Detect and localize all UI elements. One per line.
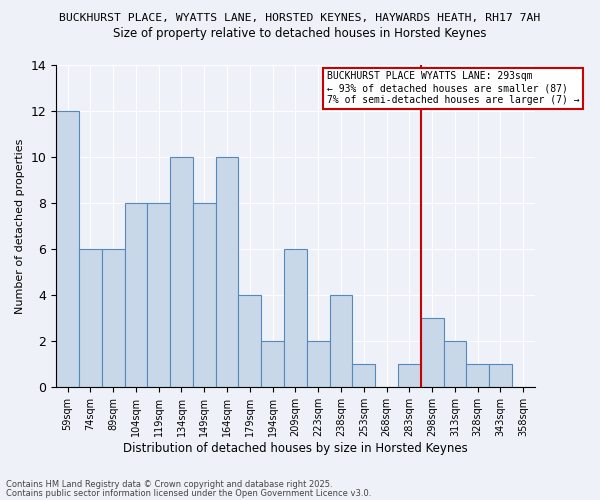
- Text: BUCKHURST PLACE WYATTS LANE: 293sqm
← 93% of detached houses are smaller (87)
7%: BUCKHURST PLACE WYATTS LANE: 293sqm ← 93…: [326, 72, 579, 104]
- Text: Size of property relative to detached houses in Horsted Keynes: Size of property relative to detached ho…: [113, 28, 487, 40]
- Bar: [284, 249, 307, 388]
- Bar: [443, 342, 466, 388]
- Bar: [489, 364, 512, 388]
- Text: Contains HM Land Registry data © Crown copyright and database right 2025.: Contains HM Land Registry data © Crown c…: [6, 480, 332, 489]
- Bar: [352, 364, 375, 388]
- Bar: [56, 111, 79, 388]
- Bar: [170, 157, 193, 388]
- Bar: [398, 364, 421, 388]
- Bar: [125, 203, 147, 388]
- Bar: [102, 249, 125, 388]
- Text: BUCKHURST PLACE, WYATTS LANE, HORSTED KEYNES, HAYWARDS HEATH, RH17 7AH: BUCKHURST PLACE, WYATTS LANE, HORSTED KE…: [59, 12, 541, 22]
- Bar: [79, 249, 102, 388]
- Bar: [215, 157, 238, 388]
- Text: Contains public sector information licensed under the Open Government Licence v3: Contains public sector information licen…: [6, 488, 371, 498]
- Bar: [261, 342, 284, 388]
- Bar: [421, 318, 443, 388]
- Bar: [193, 203, 215, 388]
- Bar: [307, 342, 329, 388]
- Bar: [329, 295, 352, 388]
- Y-axis label: Number of detached properties: Number of detached properties: [15, 138, 25, 314]
- Bar: [238, 295, 261, 388]
- Bar: [147, 203, 170, 388]
- X-axis label: Distribution of detached houses by size in Horsted Keynes: Distribution of detached houses by size …: [123, 442, 468, 455]
- Bar: [466, 364, 489, 388]
